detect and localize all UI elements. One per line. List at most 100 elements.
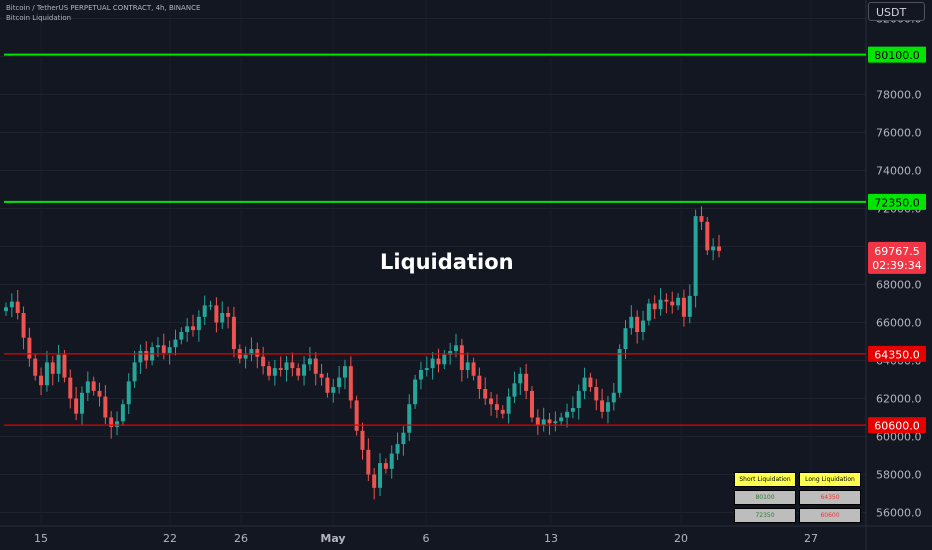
candle-body xyxy=(395,444,400,454)
candle-body xyxy=(693,216,698,296)
candle-body xyxy=(220,313,225,323)
liquidation-table: Short Liquidation Long Liquidation 80100… xyxy=(731,469,864,526)
x-axis[interactable]: 15 22 26 May 6 13 20 27 xyxy=(34,532,818,545)
candle-body xyxy=(623,328,628,350)
candle-body xyxy=(448,351,453,355)
candle-body xyxy=(629,316,634,329)
candle-body xyxy=(471,362,476,376)
candle-body xyxy=(208,305,213,307)
candle-body xyxy=(348,366,353,401)
candle-body xyxy=(454,345,459,351)
candle-body xyxy=(553,421,558,424)
y-tick-label: 68000.0 xyxy=(876,279,922,292)
candle-body xyxy=(173,339,178,348)
candle-body xyxy=(21,313,26,338)
y-tick-label: 74000.0 xyxy=(876,165,922,178)
candle-body xyxy=(413,379,418,405)
candle-body xyxy=(605,402,610,412)
candle-body xyxy=(600,400,605,412)
candle-body xyxy=(79,392,84,414)
candle-body xyxy=(588,377,593,388)
candle-body xyxy=(436,358,441,365)
candle-body xyxy=(465,362,470,370)
candle-body xyxy=(115,421,120,427)
candle-body xyxy=(325,377,330,393)
candle-body xyxy=(161,345,166,353)
x-tick-label: 26 xyxy=(234,532,248,545)
candle-body xyxy=(424,368,429,370)
candle-body xyxy=(652,303,657,310)
candle-body xyxy=(27,337,32,359)
candle-body xyxy=(535,417,540,426)
currency-unit-button[interactable]: USDT xyxy=(868,2,925,21)
x-tick-label: 6 xyxy=(423,532,430,545)
candle-body xyxy=(576,390,581,408)
candle-body xyxy=(33,358,38,376)
table-cell-short: 80100 xyxy=(734,490,796,505)
candle-body xyxy=(56,354,61,374)
candle-body xyxy=(705,221,710,251)
candle-body xyxy=(202,305,207,317)
candle-body xyxy=(261,356,266,367)
candle-body xyxy=(313,358,318,374)
candle-body xyxy=(641,320,646,332)
current-price-label: 69767.5 xyxy=(874,245,920,258)
candle-body xyxy=(9,301,14,308)
candle-body xyxy=(594,387,599,401)
candle-body xyxy=(570,408,575,412)
candle-body xyxy=(500,409,505,414)
x-tick-label: May xyxy=(320,532,345,545)
candle-body xyxy=(342,366,347,378)
candle-body xyxy=(699,216,704,222)
y-tick-label: 78000.0 xyxy=(876,89,922,102)
x-tick-label: 22 xyxy=(163,532,177,545)
candle-body xyxy=(39,375,44,386)
candle-body xyxy=(407,404,412,433)
candle-body xyxy=(512,383,517,397)
price-badges: 80100.0 72350.0 64350.0 60600.0 69767.502:39… xyxy=(868,46,926,434)
candle-body xyxy=(126,381,131,405)
candle-body xyxy=(711,246,716,251)
indicator-name[interactable]: Bitcoin Liquidation xyxy=(6,14,72,22)
candle-body xyxy=(676,297,681,306)
level-badge xyxy=(868,193,926,210)
candle-body xyxy=(167,347,172,353)
level-badge-label: 60600.0 xyxy=(874,420,920,433)
level-badge xyxy=(868,345,926,362)
candle-body xyxy=(524,373,529,391)
liquidation-levels xyxy=(4,53,866,426)
table-header-long: Long Liquidation xyxy=(799,472,861,487)
y-tick-label: 56000.0 xyxy=(876,507,922,520)
candle-body xyxy=(307,358,312,365)
candle-body xyxy=(155,345,160,348)
table-cell-long: 60600 xyxy=(799,508,861,523)
candle-body xyxy=(383,463,388,469)
candle-body xyxy=(278,368,283,370)
candle-body xyxy=(44,362,49,386)
candle-body xyxy=(302,364,307,376)
chart-title: Bitcoin / TetherUS PERPETUAL CONTRACT, 4… xyxy=(6,4,201,12)
candle-body xyxy=(185,326,190,332)
level-badge-label: 80100.0 xyxy=(874,49,920,62)
candle-body xyxy=(132,362,137,382)
countdown-label: 02:39:34 xyxy=(872,259,921,272)
candle-body xyxy=(646,303,651,321)
x-tick-label: 27 xyxy=(804,532,818,545)
candle-body xyxy=(85,381,90,393)
candle-body xyxy=(635,316,640,332)
table-header-short: Short Liquidation xyxy=(734,472,796,487)
candle-body xyxy=(179,332,184,340)
candle-body xyxy=(226,313,231,317)
candle-body xyxy=(50,362,55,374)
candle-body xyxy=(144,351,149,361)
candle-body xyxy=(266,366,271,376)
candle-body xyxy=(494,404,499,410)
level-badge-label: 64350.0 xyxy=(874,348,920,361)
candle-body xyxy=(518,373,523,384)
candle-body xyxy=(4,307,8,312)
candle-body xyxy=(717,246,721,251)
x-tick-label: 13 xyxy=(544,532,558,545)
candle-body xyxy=(109,417,114,427)
